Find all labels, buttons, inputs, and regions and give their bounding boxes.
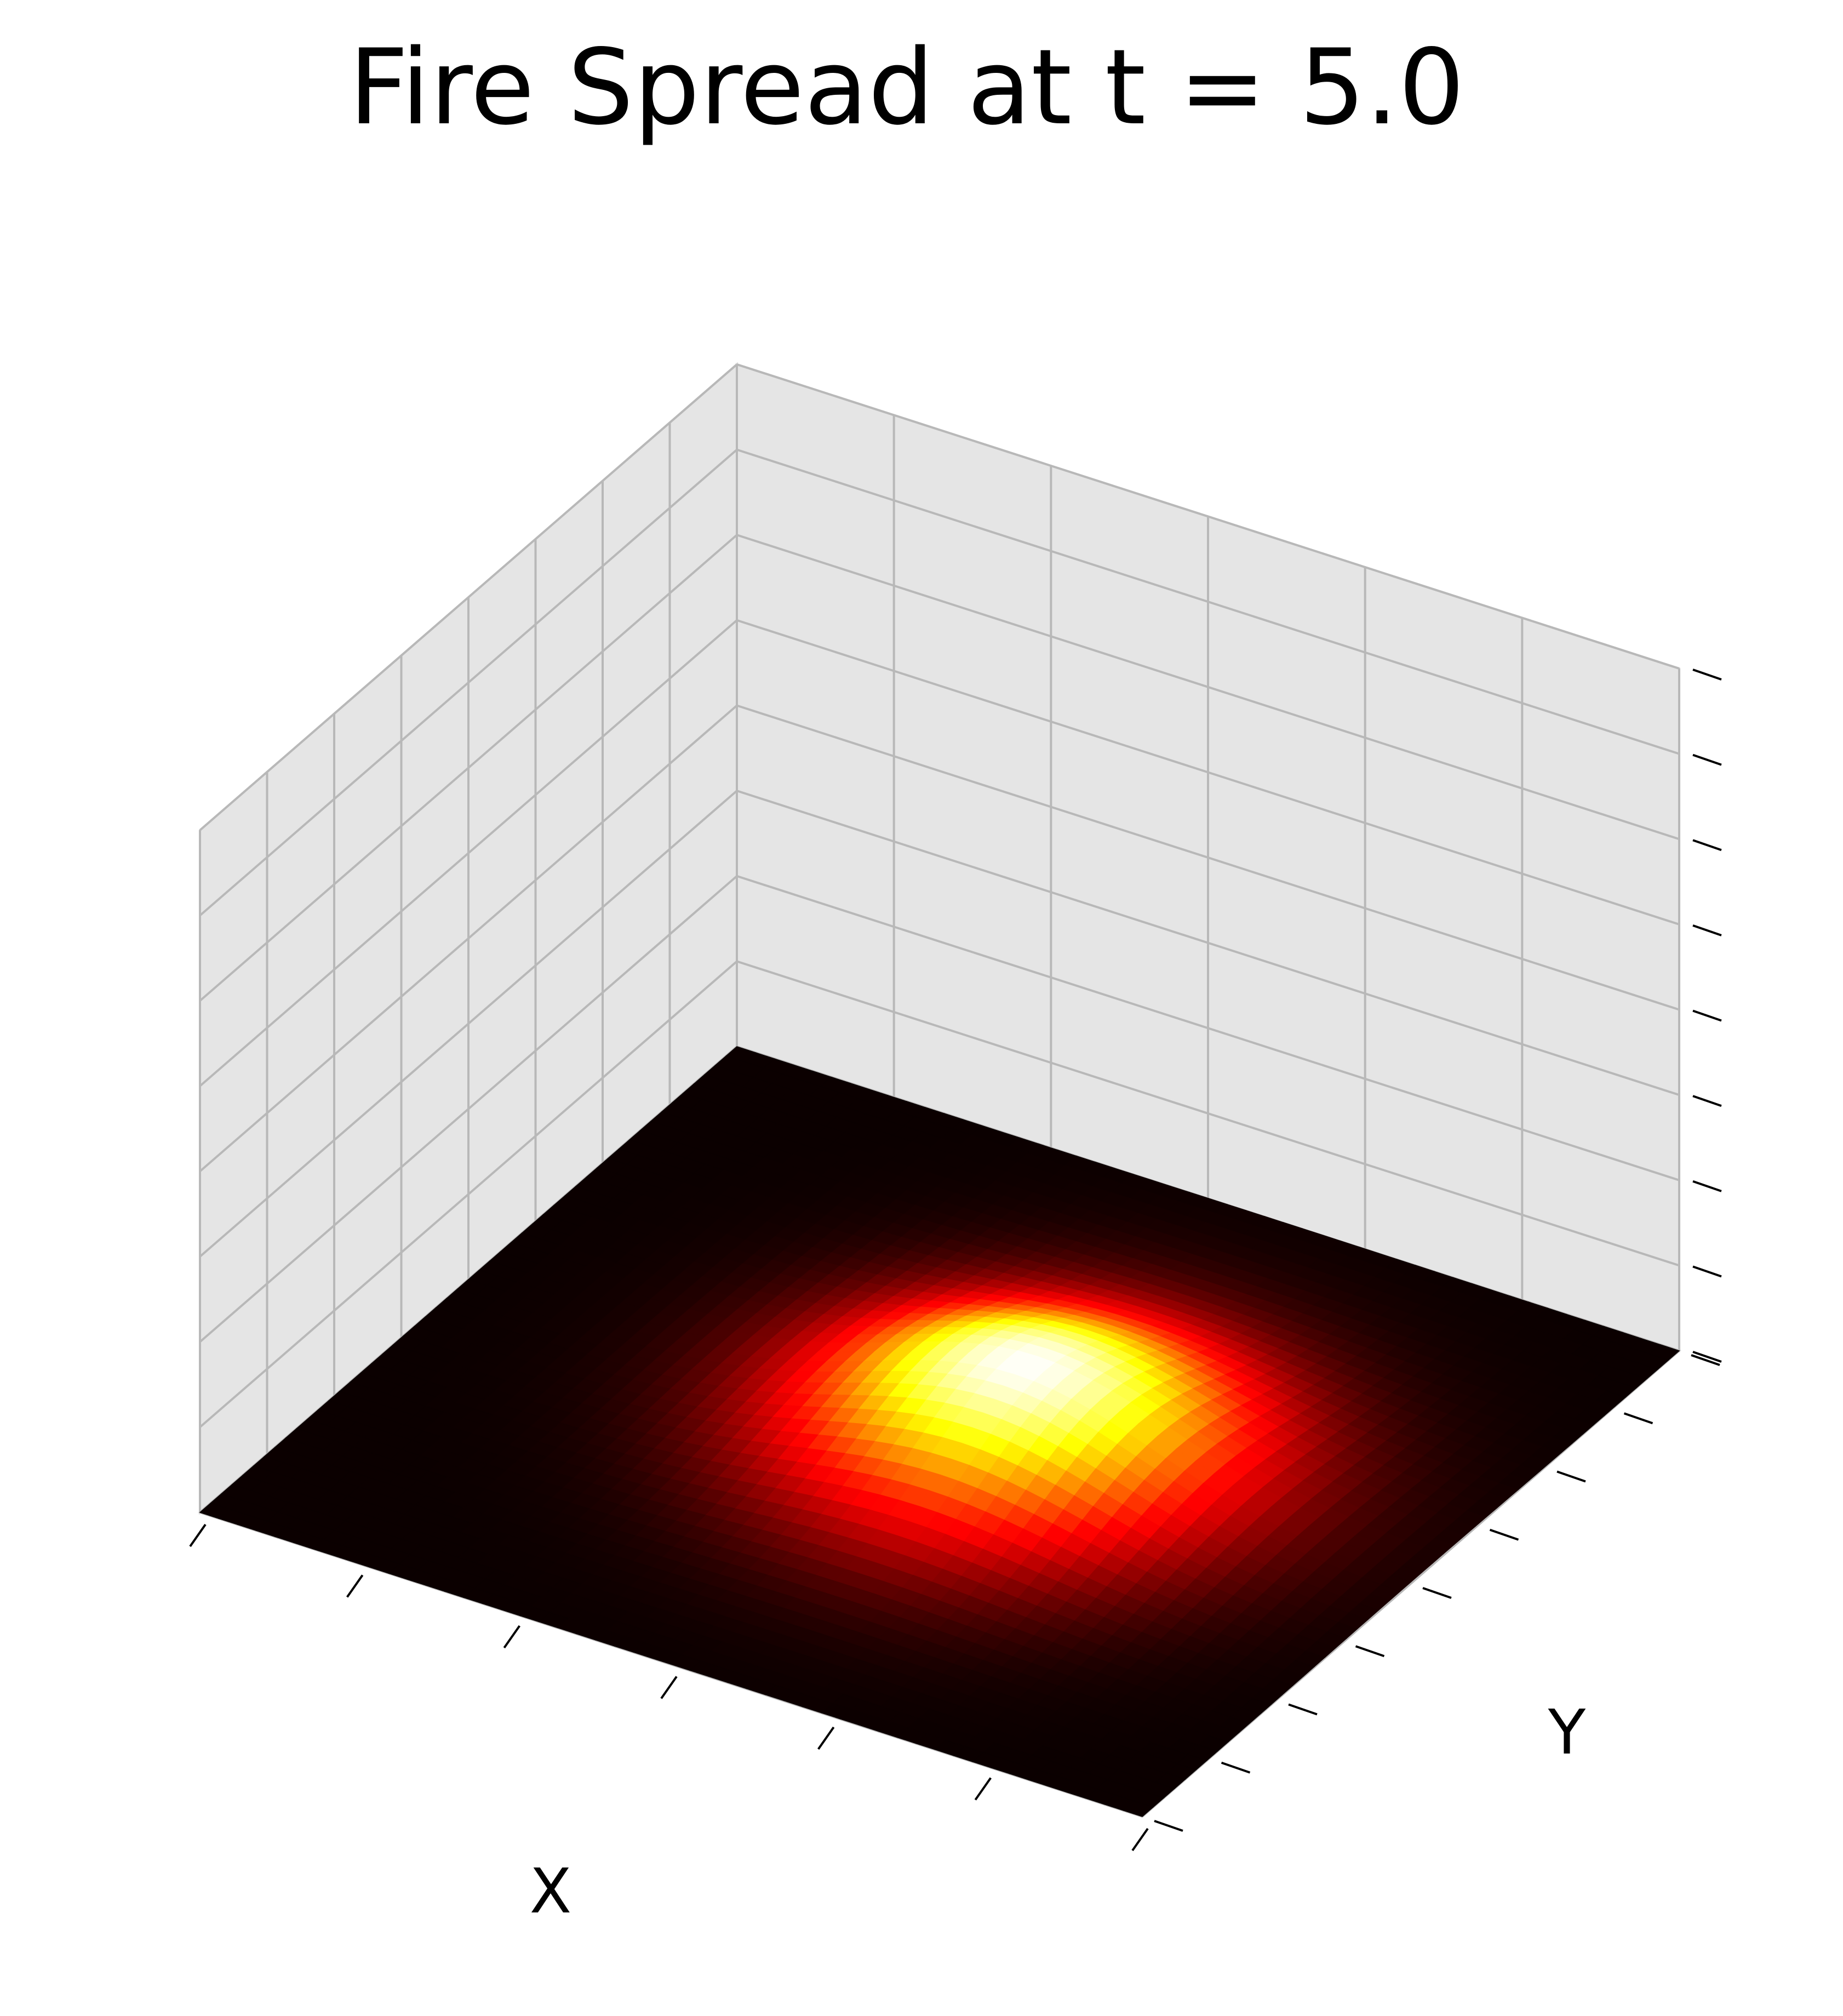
z-tick	[1692, 669, 1722, 681]
wall-gridline-z	[736, 619, 1680, 926]
y-tick	[1355, 1645, 1385, 1658]
wall-gridline-z	[736, 960, 1680, 1267]
y-tick	[1221, 1761, 1251, 1774]
y-tick	[1623, 1412, 1653, 1425]
wall-gridline-z	[199, 704, 738, 1173]
x-tick	[503, 1625, 520, 1649]
z-tick	[1692, 839, 1722, 852]
wall-gridline-z	[199, 534, 738, 1002]
wall-gridline-z	[199, 449, 738, 917]
wall-gridline-z	[736, 363, 1680, 670]
x-axis-label: X	[530, 1856, 572, 1927]
z-tick	[1692, 1265, 1722, 1278]
wall-gridline-z	[736, 448, 1680, 755]
wall-gridline-z	[736, 790, 1680, 1096]
chart-title: Fire Spread at t = 5.0	[349, 27, 1465, 148]
y-tick	[1556, 1470, 1586, 1483]
axis-ticks	[189, 669, 1722, 1852]
z-tick	[1692, 1095, 1722, 1107]
surface-patch	[1123, 1801, 1154, 1817]
y-tick	[1489, 1528, 1519, 1541]
z-tick	[1692, 1180, 1722, 1192]
z-tick	[1692, 1009, 1722, 1022]
fire-surface	[199, 1046, 1680, 1817]
x-tick	[660, 1676, 678, 1699]
x-tick	[974, 1777, 992, 1801]
wall-gridline-z	[199, 790, 738, 1258]
z-tick	[1692, 924, 1722, 936]
y-tick	[1154, 1820, 1183, 1832]
z-tick	[1692, 753, 1722, 766]
x-tick	[1131, 1827, 1149, 1852]
wall-gridline-z	[736, 534, 1680, 841]
y-tick	[1288, 1703, 1318, 1716]
x-tick	[189, 1523, 207, 1547]
wall-gridline-z	[199, 619, 738, 1087]
y-tick	[1422, 1587, 1452, 1599]
wall-gridline-z	[199, 960, 738, 1428]
y-tick	[1691, 1354, 1720, 1366]
x-tick	[346, 1574, 364, 1598]
wall-gridline-z	[199, 363, 738, 831]
wall-gridline-z	[736, 875, 1680, 1181]
z-tick	[1692, 1351, 1722, 1363]
x-tick	[817, 1726, 835, 1750]
wall-gridline-z	[736, 704, 1680, 1011]
y-axis-label: Y	[1548, 1697, 1586, 1768]
wall-gridline-z	[199, 875, 738, 1343]
